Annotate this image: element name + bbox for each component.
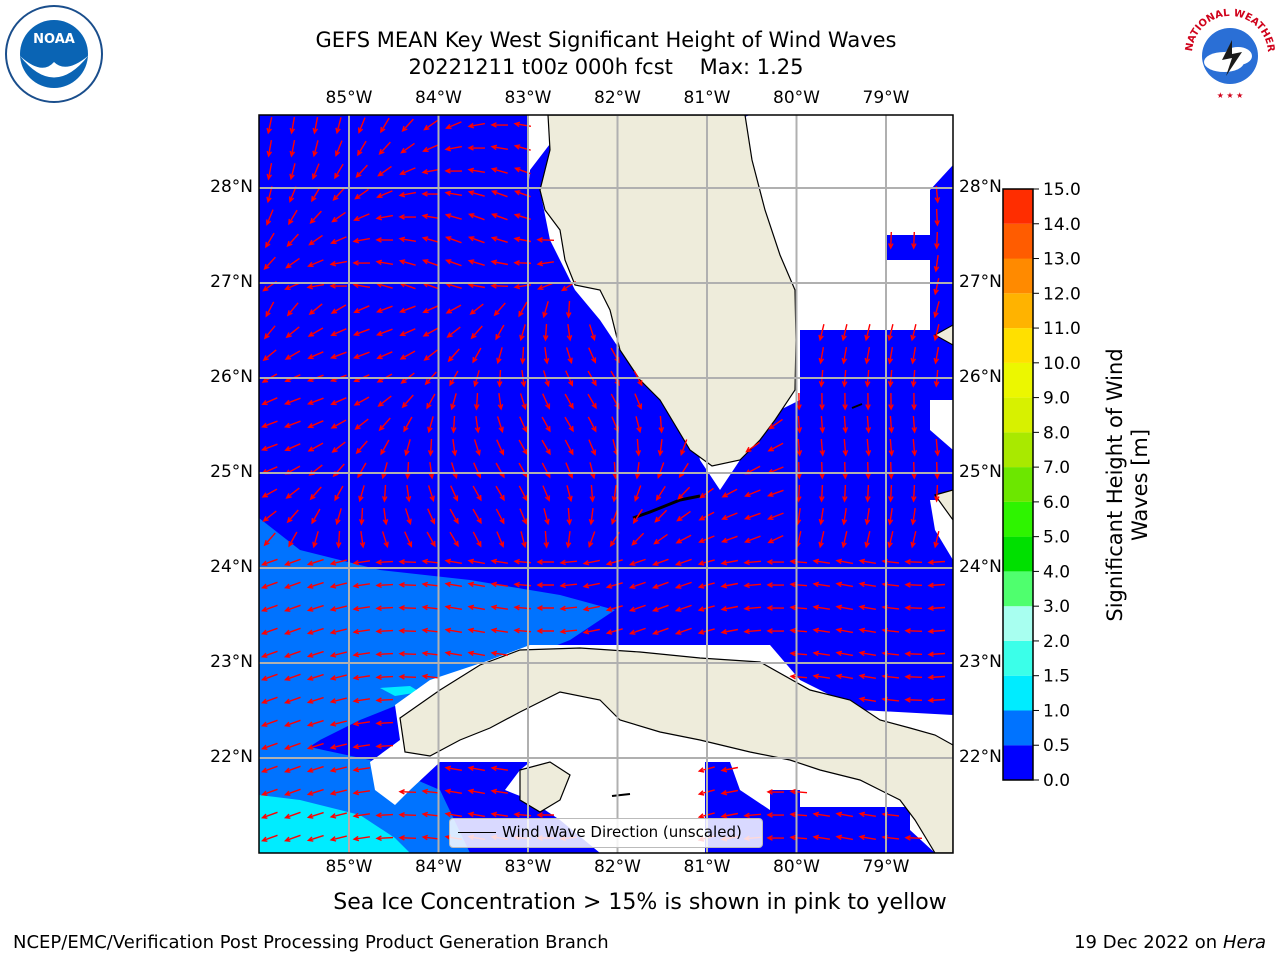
colorbar-segment bbox=[1003, 537, 1033, 572]
lon-label-top: 82°W bbox=[594, 88, 641, 108]
colorbar: 0.0 0.5 1.0 1.5 2.0 3.0 4.0 5.0 6.0 7.0 8.0 9.0 10.0… bbox=[0, 0, 1280, 960]
lat-label-left: 23°N bbox=[210, 652, 253, 672]
colorbar-segment bbox=[1003, 432, 1033, 467]
lat-label-right: 28°N bbox=[959, 177, 1002, 197]
lon-label-top: 84°W bbox=[415, 88, 462, 108]
colorbar-segment bbox=[1003, 606, 1033, 641]
lon-label-top: 83°W bbox=[505, 88, 552, 108]
colorbar-tick-label: 2.0 bbox=[1043, 632, 1070, 652]
lon-label-bottom: 83°W bbox=[505, 857, 552, 877]
lon-label-bottom: 82°W bbox=[594, 857, 641, 877]
footer-machine: Hera bbox=[1223, 932, 1266, 953]
lat-label-left: 28°N bbox=[210, 177, 253, 197]
colorbar-segment bbox=[1003, 676, 1033, 711]
colorbar-tick-label: 9.0 bbox=[1043, 389, 1070, 409]
lat-label-left: 26°N bbox=[210, 367, 253, 387]
lon-label-top: 85°W bbox=[326, 88, 373, 108]
lat-label-left: 27°N bbox=[210, 272, 253, 292]
colorbar-segment bbox=[1003, 293, 1033, 328]
colorbar-tick-label: 3.0 bbox=[1043, 597, 1070, 617]
colorbar-title: Significant Height of WindWaves [m] bbox=[1103, 348, 1152, 621]
lat-label-right: 25°N bbox=[959, 462, 1002, 482]
legend-label: Wind Wave Direction (unscaled) bbox=[502, 823, 742, 841]
lat-label-left: 25°N bbox=[210, 462, 253, 482]
colorbar-tick-label: 11.0 bbox=[1043, 319, 1081, 339]
lat-label-left: 24°N bbox=[210, 557, 253, 577]
lon-label-bottom: 80°W bbox=[773, 857, 820, 877]
colorbar-segment bbox=[1003, 711, 1033, 746]
lat-label-right: 24°N bbox=[959, 557, 1002, 577]
colorbar-segment bbox=[1003, 745, 1033, 780]
lat-label-right: 23°N bbox=[959, 652, 1002, 672]
colorbar-tick-label: 1.5 bbox=[1043, 667, 1070, 687]
lon-label-bottom: 81°W bbox=[684, 857, 731, 877]
colorbar-segment bbox=[1003, 502, 1033, 537]
colorbar-tick-label: 0.5 bbox=[1043, 736, 1070, 756]
lon-label-bottom: 84°W bbox=[415, 857, 462, 877]
colorbar-tick-label: 0.0 bbox=[1043, 771, 1070, 791]
colorbar-segment bbox=[1003, 398, 1033, 433]
colorbar-tick-label: 7.0 bbox=[1043, 458, 1070, 478]
colorbar-tick-label: 4.0 bbox=[1043, 562, 1070, 582]
colorbar-segment bbox=[1003, 189, 1033, 224]
sea-ice-note: Sea Ice Concentration > 15% is shown in … bbox=[0, 890, 1280, 915]
lon-label-bottom: 79°W bbox=[863, 857, 910, 877]
footer-date-text: 19 Dec 2022 on bbox=[1074, 932, 1217, 953]
colorbar-tick-label: 10.0 bbox=[1043, 354, 1081, 374]
colorbar-tick-label: 6.0 bbox=[1043, 493, 1070, 513]
colorbar-segment bbox=[1003, 641, 1033, 676]
colorbar-tick-label: 15.0 bbox=[1043, 180, 1081, 200]
lon-label-top: 81°W bbox=[684, 88, 731, 108]
footer-branch: NCEP/EMC/Verification Post Processing Pr… bbox=[13, 932, 609, 953]
colorbar-segment bbox=[1003, 328, 1033, 363]
lat-label-right: 27°N bbox=[959, 272, 1002, 292]
lat-label-right: 26°N bbox=[959, 367, 1002, 387]
colorbar-tick-label: 13.0 bbox=[1043, 250, 1081, 270]
colorbar-segment bbox=[1003, 259, 1033, 294]
lon-label-top: 80°W bbox=[773, 88, 820, 108]
colorbar-segment bbox=[1003, 571, 1033, 606]
colorbar-tick-label: 5.0 bbox=[1043, 528, 1070, 548]
lon-label-bottom: 85°W bbox=[326, 857, 373, 877]
colorbar-tick-label: 1.0 bbox=[1043, 701, 1070, 721]
colorbar-tick-label: 14.0 bbox=[1043, 215, 1081, 235]
colorbar-segment bbox=[1003, 224, 1033, 259]
legend-line-swatch bbox=[458, 832, 496, 833]
lat-label-left: 22°N bbox=[210, 747, 253, 767]
lat-label-right: 22°N bbox=[959, 747, 1002, 767]
colorbar-tick-label: 8.0 bbox=[1043, 423, 1070, 443]
lon-label-top: 79°W bbox=[863, 88, 910, 108]
colorbar-tick-label: 12.0 bbox=[1043, 284, 1081, 304]
map-legend: Wind Wave Direction (unscaled) bbox=[449, 818, 763, 848]
colorbar-segment bbox=[1003, 467, 1033, 502]
footer-date: 19 Dec 2022 on Hera bbox=[1074, 932, 1266, 953]
colorbar-segment bbox=[1003, 363, 1033, 398]
